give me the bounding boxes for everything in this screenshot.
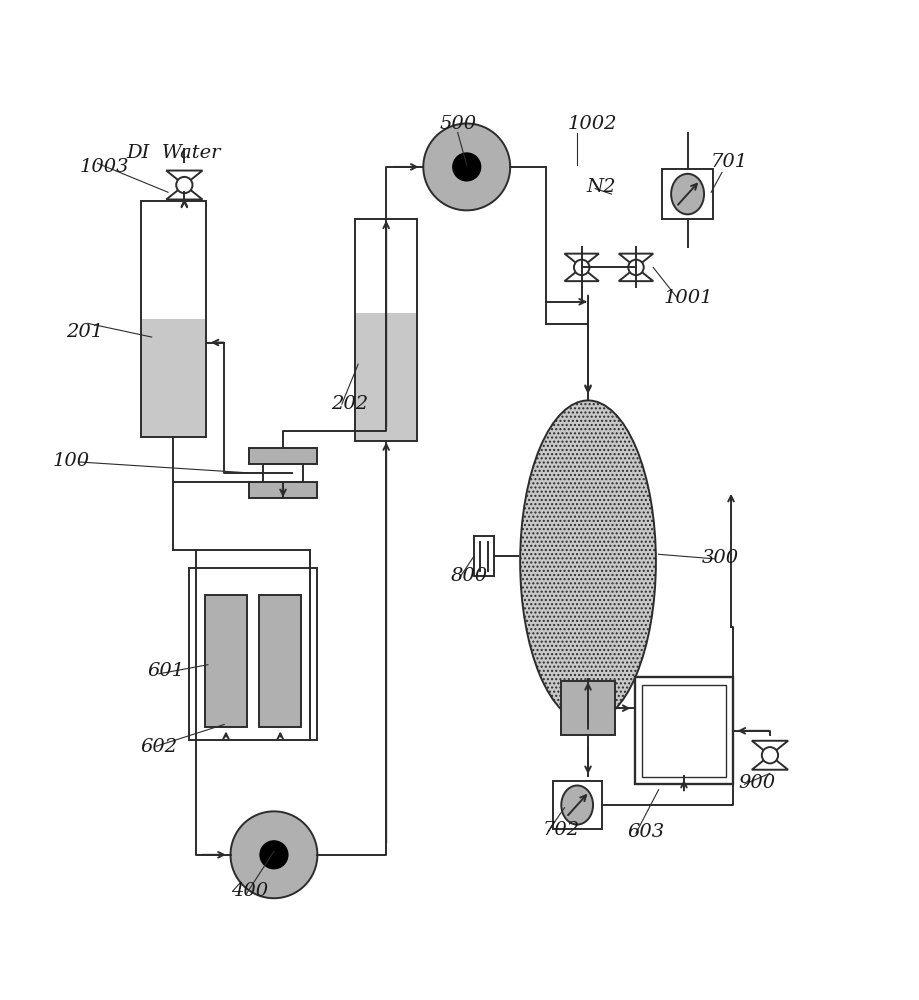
Text: 601: 601 <box>147 662 185 680</box>
Text: 701: 701 <box>711 153 748 171</box>
Ellipse shape <box>520 400 656 723</box>
Text: 202: 202 <box>331 395 369 413</box>
Text: N2: N2 <box>586 178 616 196</box>
Bar <box>552 781 602 829</box>
Text: 201: 201 <box>66 323 103 341</box>
Bar <box>205 595 247 727</box>
Bar <box>141 201 206 437</box>
Bar <box>249 448 317 464</box>
Circle shape <box>176 177 192 193</box>
Text: 1001: 1001 <box>664 289 713 307</box>
Text: 900: 900 <box>738 774 776 792</box>
Circle shape <box>260 841 288 869</box>
Text: 500: 500 <box>439 115 477 133</box>
Circle shape <box>762 747 778 763</box>
Text: 400: 400 <box>232 882 268 900</box>
Text: 603: 603 <box>627 823 664 841</box>
Bar <box>642 685 726 777</box>
Circle shape <box>574 260 589 275</box>
Text: 800: 800 <box>450 567 488 585</box>
Bar <box>259 595 301 727</box>
Bar <box>356 313 417 441</box>
Ellipse shape <box>562 785 593 825</box>
Text: 1003: 1003 <box>79 158 129 176</box>
Text: 702: 702 <box>543 821 580 839</box>
Circle shape <box>629 260 643 275</box>
Text: DI  Water: DI Water <box>127 144 221 162</box>
Text: 300: 300 <box>702 549 739 567</box>
Circle shape <box>453 153 481 181</box>
Bar <box>635 677 732 784</box>
Bar <box>263 464 303 482</box>
Bar <box>141 319 206 437</box>
Text: 1002: 1002 <box>568 115 618 133</box>
Bar <box>663 169 713 219</box>
Circle shape <box>231 811 317 898</box>
Bar <box>356 219 417 441</box>
Ellipse shape <box>671 174 704 214</box>
Bar <box>249 482 317 498</box>
Bar <box>561 681 615 735</box>
Circle shape <box>424 123 510 210</box>
Bar <box>189 568 317 740</box>
Bar <box>474 536 494 576</box>
Text: 100: 100 <box>52 452 89 470</box>
Text: 602: 602 <box>141 738 178 756</box>
